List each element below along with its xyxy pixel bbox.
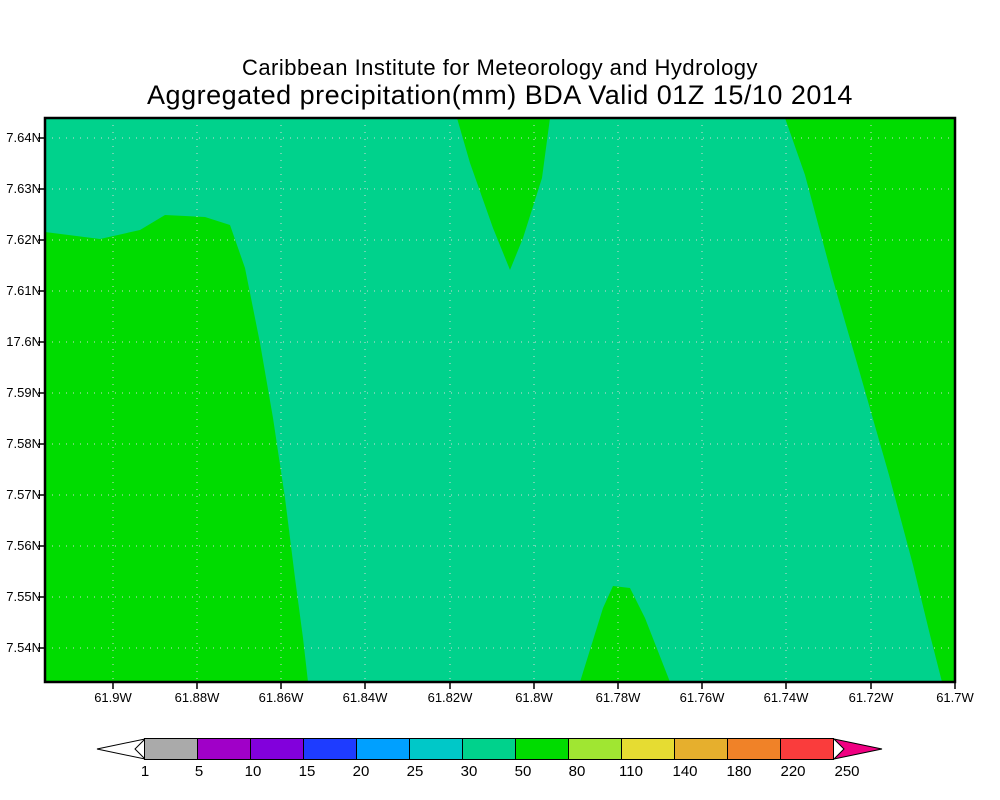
colorbar-tick-label: 250 bbox=[834, 763, 860, 780]
colorbar-tick-label: 110 bbox=[619, 763, 643, 780]
grid-lines bbox=[45, 118, 955, 682]
y-tick-label: 7.62N bbox=[6, 232, 41, 247]
colorbar-segment bbox=[356, 738, 410, 760]
x-tick-label: 61.9W bbox=[94, 690, 132, 705]
y-tick-label: 7.61N bbox=[6, 283, 41, 298]
colorbar-overflow-arrow-icon bbox=[834, 738, 883, 760]
colorbar-segment bbox=[462, 738, 516, 760]
map-fill-30-50mm bbox=[45, 118, 942, 682]
colorbar-tick-label: 10 bbox=[244, 763, 262, 780]
colorbar-segment bbox=[674, 738, 728, 760]
y-tick-label: 7.54N bbox=[6, 640, 41, 655]
y-tick-label: 7.57N bbox=[6, 487, 41, 502]
x-tick-label: 61.84W bbox=[342, 690, 388, 705]
plot-title: Aggregated precipitation(mm) BDA Valid 0… bbox=[147, 80, 853, 110]
colorbar-tick-label: 1 bbox=[140, 763, 150, 780]
colorbar-segment bbox=[780, 738, 834, 760]
colorbar-segment bbox=[515, 738, 569, 760]
colorbar-tick-label: 180 bbox=[726, 763, 752, 780]
x-tick-label: 61.8W bbox=[515, 690, 553, 705]
colorbar-segment bbox=[250, 738, 304, 760]
y-tick-label: 7.56N bbox=[6, 538, 41, 553]
colorbar-segment bbox=[409, 738, 463, 760]
colorbar-tick-label: 20 bbox=[352, 763, 370, 780]
y-tick-label: 7.64N bbox=[6, 130, 41, 145]
colorbar-tick-label: 50 bbox=[514, 763, 532, 780]
colorbar-tick-label: 5 bbox=[194, 763, 204, 780]
x-tick-label: 61.82W bbox=[427, 690, 473, 705]
colorbar-tick-label: 25 bbox=[406, 763, 424, 780]
x-tick-label: 61.86W bbox=[258, 690, 304, 705]
x-tick-label: 61.88W bbox=[174, 690, 220, 705]
x-tick-label: 61.72W bbox=[848, 690, 894, 705]
colorbar bbox=[95, 738, 884, 760]
y-tick-label: 7.58N bbox=[6, 436, 41, 451]
x-tick-label: 61.74W bbox=[763, 690, 809, 705]
colorbar-segment bbox=[144, 738, 198, 760]
colorbar-segment bbox=[621, 738, 675, 760]
x-tick-label: 61.7W bbox=[936, 690, 974, 705]
colorbar-tick-label: 80 bbox=[568, 763, 586, 780]
x-tick-label: 61.76W bbox=[679, 690, 725, 705]
colorbar-segment bbox=[727, 738, 781, 760]
y-tick-label: 7.63N bbox=[6, 181, 41, 196]
y-tick-label: 7.55N bbox=[6, 589, 41, 604]
colorbar-segment bbox=[568, 738, 622, 760]
colorbar-segment bbox=[303, 738, 357, 760]
colorbar-tick-label: 30 bbox=[460, 763, 478, 780]
colorbar-tick-label: 140 bbox=[672, 763, 698, 780]
colorbar-tick-label: 220 bbox=[780, 763, 806, 780]
colorbar-segment bbox=[197, 738, 251, 760]
institute-title: Caribbean Institute for Meteorology and … bbox=[241, 55, 759, 80]
y-tick-label: 17.6N bbox=[6, 334, 41, 349]
precipitation-map bbox=[38, 116, 957, 689]
x-tick-label: 61.78W bbox=[595, 690, 641, 705]
map-border bbox=[43, 116, 957, 684]
colorbar-underflow-arrow-icon bbox=[96, 738, 145, 760]
colorbar-tick-label: 15 bbox=[298, 763, 316, 780]
y-tick-label: 7.59N bbox=[6, 385, 41, 400]
